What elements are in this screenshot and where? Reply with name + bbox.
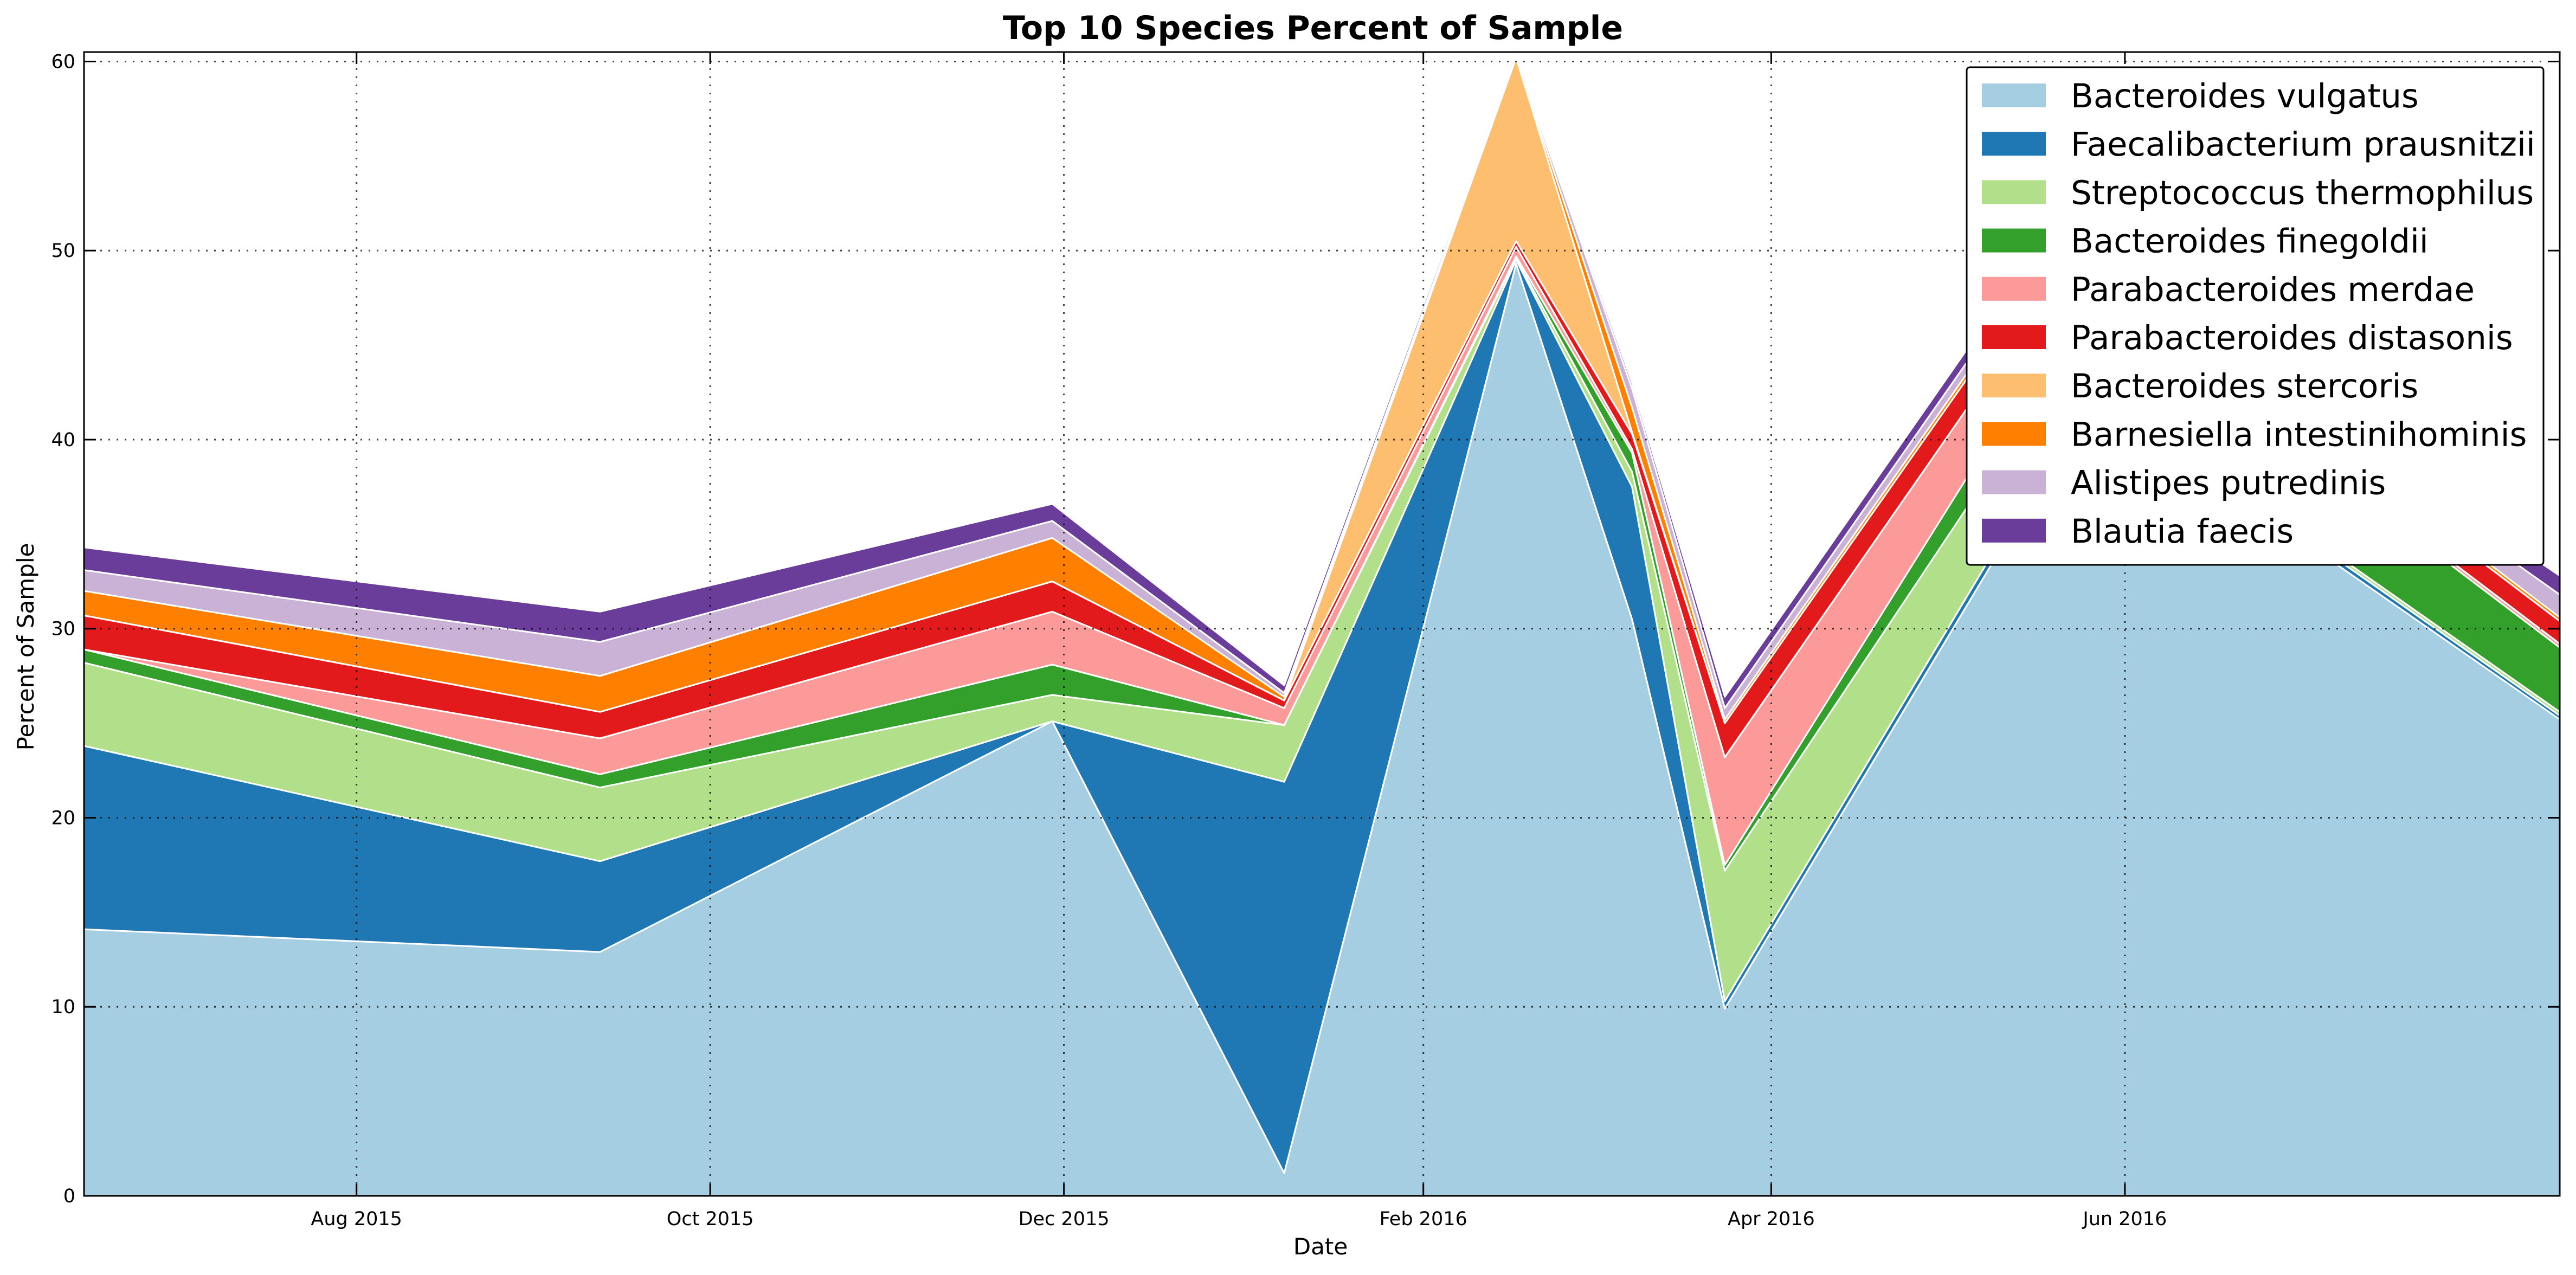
y-tick-label: 0 xyxy=(63,1186,75,1207)
legend-label: Parabacteroides distasonis xyxy=(2071,319,2513,357)
x-tick-label: Oct 2015 xyxy=(667,1208,754,1230)
legend-label: Bacteroides stercoris xyxy=(2071,367,2418,405)
y-tick-label: 50 xyxy=(51,240,75,262)
chart-title: Top 10 Species Percent of Sample xyxy=(1003,9,1623,47)
y-tick-label: 40 xyxy=(51,429,75,451)
y-tick-label: 60 xyxy=(51,51,75,73)
legend-label: Streptococcus thermophilus xyxy=(2071,173,2534,212)
legend-label: Faecalibacterium prausnitzii xyxy=(2071,125,2535,164)
legend-swatch xyxy=(1982,325,2046,349)
plot-frame xyxy=(83,51,2561,1197)
axis-ticks: Aug 2015 Oct 2015 Dec 2015 Feb 2016 Apr 2016… xyxy=(51,51,2560,1230)
legend-swatch xyxy=(1982,422,2046,446)
y-tick-label: 30 xyxy=(51,619,75,640)
legend-box xyxy=(1966,66,2545,566)
x-tick-label: Feb 2016 xyxy=(1380,1208,1467,1230)
x-tick-label: Aug 2015 xyxy=(311,1208,402,1230)
y-tick-label: 10 xyxy=(51,996,75,1018)
y-axis-label: Percent of Sample xyxy=(12,543,39,751)
legend-swatch xyxy=(1982,374,2046,398)
legend-label: Parabacteroides merdae xyxy=(2071,271,2475,309)
y-tick-label: 20 xyxy=(51,807,75,829)
legend-swatch xyxy=(1982,470,2046,494)
x-tick-label: Apr 2016 xyxy=(1728,1208,1815,1230)
legend-label: Bacteroides vulgatus xyxy=(2071,77,2419,115)
legend-swatch xyxy=(1982,83,2046,107)
legend-label: Bacteroides finegoldii xyxy=(2071,222,2429,261)
legend-swatch xyxy=(1982,180,2046,204)
legend-label: Barnesiella intestinihominis xyxy=(2071,415,2527,454)
x-tick-label: Jun 2016 xyxy=(2082,1208,2167,1230)
legend: Bacteroides vulgatus Faecalibacterium pra… xyxy=(1966,66,2545,566)
legend-swatch xyxy=(1982,518,2046,543)
legend-swatch xyxy=(1982,228,2046,253)
x-axis-label: Date xyxy=(1293,1233,1348,1260)
legend-swatch xyxy=(1982,132,2046,156)
legend-label: Alistipes putredinis xyxy=(2071,464,2386,503)
legend-label: Blautia faecis xyxy=(2071,512,2294,551)
x-tick-label: Dec 2015 xyxy=(1019,1208,1110,1230)
legend-swatch xyxy=(1982,276,2046,301)
